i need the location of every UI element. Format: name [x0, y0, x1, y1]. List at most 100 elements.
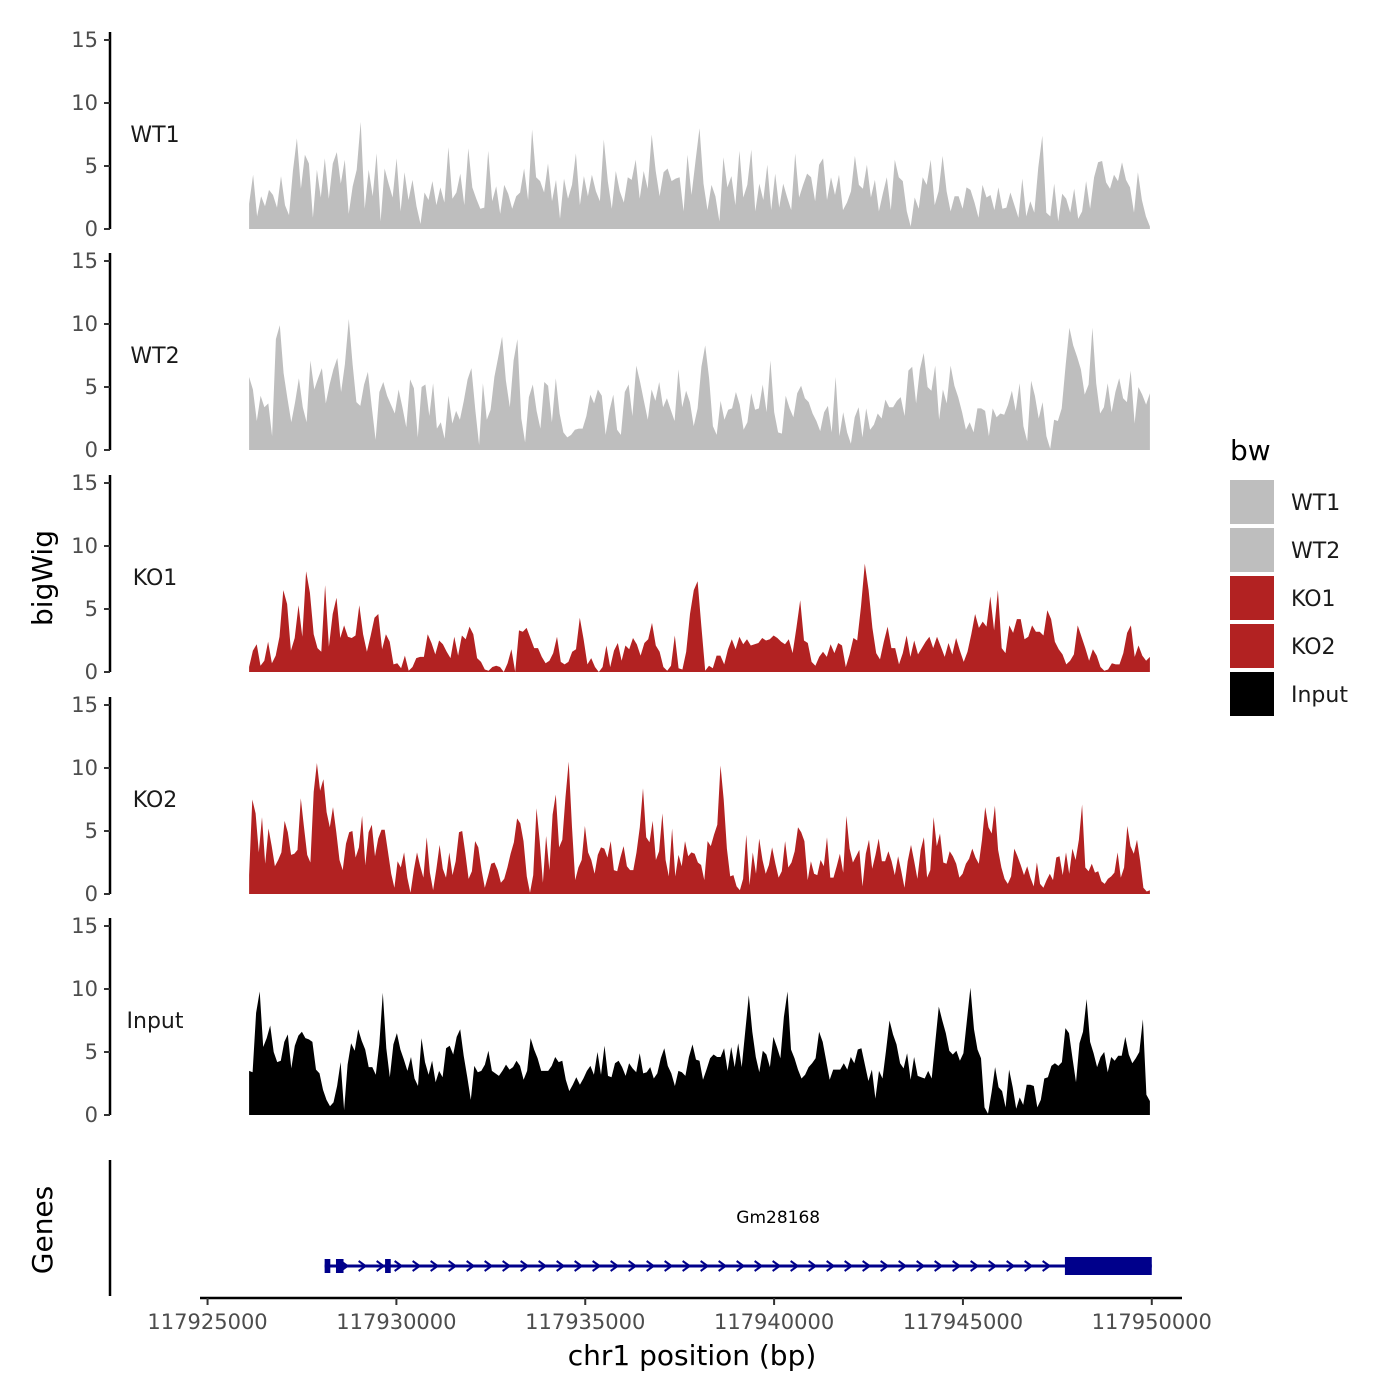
strand-arrow-icon — [376, 1260, 386, 1272]
y-tick-label: 15 — [71, 693, 98, 717]
legend-swatch-wt1 — [1230, 480, 1274, 524]
legend: bw WT1 WT2 KO1 KO2 Input — [1230, 434, 1348, 716]
strand-arrow-icon — [466, 1260, 476, 1272]
y-tick-label: 5 — [85, 375, 98, 399]
y-tick-label: 0 — [85, 660, 98, 684]
y-tick-label: 15 — [71, 914, 98, 938]
genes-panel: Gm28168 — [108, 1160, 1152, 1296]
legend-swatch-input — [1230, 672, 1274, 716]
signal-area-wt2 — [249, 319, 1150, 450]
panel-wt1: 0 5 10 15 WT1 — [71, 28, 1150, 241]
y-tick-label: 0 — [85, 438, 98, 462]
strand-arrow-icon — [880, 1260, 890, 1272]
strand-arrow-icon — [826, 1260, 836, 1272]
strand-arrow-icon — [700, 1260, 710, 1272]
legend-label-ko2: KO2 — [1291, 635, 1336, 660]
strand-arrow-icon — [628, 1260, 638, 1272]
strand-arrow-icon — [1006, 1260, 1016, 1272]
x-tick-label: 117945000 — [903, 1310, 1023, 1334]
strand-arrow-icon — [592, 1260, 602, 1272]
legend-label-wt1: WT1 — [1291, 491, 1340, 516]
strand-arrow-icon — [916, 1260, 926, 1272]
strand-arrow-icon — [952, 1260, 962, 1272]
track-label-wt2: WT2 — [130, 344, 179, 369]
gene-exon — [1064, 1257, 1152, 1275]
y-tick-label: 5 — [85, 154, 98, 178]
strand-arrow-icon — [538, 1260, 548, 1272]
legend-swatch-wt2 — [1230, 528, 1274, 572]
strand-arrow-icon — [772, 1260, 782, 1272]
x-tick-label: 117930000 — [336, 1310, 456, 1334]
y-tick-label: 10 — [71, 312, 98, 336]
track-label-input: Input — [127, 1009, 184, 1034]
strand-arrow-icon — [1024, 1260, 1034, 1272]
strand-arrow-icon — [790, 1260, 800, 1272]
legend-swatch-ko2 — [1230, 624, 1274, 668]
strand-arrow-icon — [808, 1260, 818, 1272]
y-tick-label: 10 — [71, 977, 98, 1001]
x-tick-label: 117940000 — [714, 1310, 834, 1334]
strand-arrow-icon — [412, 1260, 422, 1272]
x-tick-label: 117935000 — [525, 1310, 645, 1334]
y-tick-label: 5 — [85, 597, 98, 621]
strand-arrow-icon — [754, 1260, 764, 1272]
legend-swatch-ko1 — [1230, 576, 1274, 620]
strand-arrow-icon — [574, 1260, 584, 1272]
y-tick-label: 10 — [71, 756, 98, 780]
strand-arrow-icon — [484, 1260, 494, 1272]
panel-input: 0 5 10 15 Input — [71, 914, 1150, 1127]
y-axis-title: bigWig — [26, 530, 59, 626]
strand-arrow-icon — [646, 1260, 656, 1272]
strand-arrow-icon — [718, 1260, 728, 1272]
y-tick-label: 0 — [85, 217, 98, 241]
signal-area-input — [249, 987, 1150, 1115]
strand-arrow-icon — [556, 1260, 566, 1272]
strand-arrow-icon — [430, 1260, 440, 1272]
signal-area-ko1 — [249, 563, 1150, 672]
strand-arrow-icon — [1042, 1260, 1052, 1272]
y-tick-label: 5 — [85, 1040, 98, 1064]
gene-exon — [385, 1259, 391, 1273]
y-tick-label: 15 — [71, 471, 98, 495]
y-tick-label: 0 — [85, 1103, 98, 1127]
y-tick-label: 5 — [85, 819, 98, 843]
panel-ko1: 0 5 10 15 KO1 — [71, 471, 1150, 684]
legend-label-ko1: KO1 — [1291, 587, 1336, 612]
legend-label-wt2: WT2 — [1291, 539, 1340, 564]
legend-title: bw — [1230, 434, 1271, 467]
x-axis-title: chr1 position (bp) — [568, 1339, 817, 1372]
legend-label-input: Input — [1291, 683, 1348, 708]
strand-arrow-icon — [844, 1260, 854, 1272]
strand-arrow-icon — [520, 1260, 530, 1272]
legend-entries: WT1 WT2 KO1 KO2 Input — [1230, 480, 1348, 716]
strand-arrow-icon — [610, 1260, 620, 1272]
strand-arrow-icon — [934, 1260, 944, 1272]
strand-arrow-icon — [862, 1260, 872, 1272]
gene-exon — [335, 1259, 344, 1273]
gene-exon — [324, 1259, 331, 1273]
strand-arrow-icon — [394, 1260, 404, 1272]
strand-arrow-icon — [502, 1260, 512, 1272]
panel-ko2: 0 5 10 15 KO2 — [71, 693, 1150, 906]
panel-wt2: 0 5 10 15 WT2 — [71, 249, 1150, 462]
y-tick-label: 15 — [71, 249, 98, 273]
x-axis: 117925000 117930000 117935000 117940000 1179… — [147, 1296, 1212, 1334]
signal-area-wt1 — [249, 121, 1150, 229]
strand-arrow-icon — [448, 1260, 458, 1272]
y-tick-label: 10 — [71, 91, 98, 115]
strand-arrow-icon — [988, 1260, 998, 1272]
track-label-wt1: WT1 — [130, 123, 179, 148]
gene-name-label: Gm28168 — [736, 1208, 820, 1228]
strand-arrow-icon — [358, 1260, 368, 1272]
signal-area-ko2 — [249, 761, 1150, 894]
strand-arrow-icon — [736, 1260, 746, 1272]
strand-arrow-icon — [682, 1260, 692, 1272]
x-tick-label: 117925000 — [147, 1310, 267, 1334]
genes-axis-title: Genes — [26, 1186, 59, 1274]
strand-arrow-icon — [664, 1260, 674, 1272]
signal-panels: 0 5 10 15 WT1 0 5 10 15 WT2 0 5 10 15 KO1 0 5 10 15 KO2 0 5 10… — [71, 28, 1150, 1127]
strand-arrow-icon — [898, 1260, 908, 1272]
track-label-ko2: KO2 — [133, 788, 178, 813]
track-label-ko1: KO1 — [133, 566, 178, 591]
